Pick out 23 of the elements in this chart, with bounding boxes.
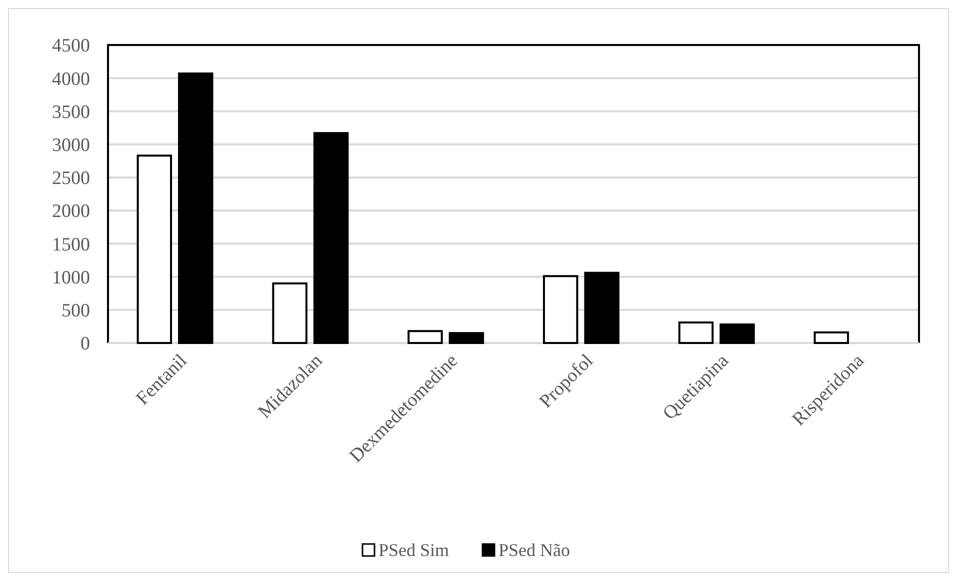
bar bbox=[542, 275, 578, 344]
y-tick-label: 0 bbox=[80, 334, 90, 355]
bar bbox=[178, 72, 214, 344]
y-tick-label: 1000 bbox=[52, 267, 90, 288]
bar bbox=[313, 132, 349, 344]
y-tick-label: 3000 bbox=[52, 134, 90, 156]
bar bbox=[720, 323, 755, 344]
bar bbox=[272, 282, 308, 344]
legend-label: PSed Não bbox=[498, 540, 570, 560]
y-tick-label: 500 bbox=[62, 300, 90, 322]
y-tick-label: 2500 bbox=[52, 168, 90, 190]
bar bbox=[584, 272, 620, 344]
y-tick-label: 4500 bbox=[52, 36, 90, 57]
y-tick-label: 2000 bbox=[52, 201, 90, 222]
bar bbox=[814, 331, 849, 344]
y-tick-label: 4000 bbox=[52, 68, 90, 90]
bar bbox=[136, 154, 172, 344]
legend-label: PSed Sim bbox=[378, 540, 450, 560]
bar bbox=[448, 332, 484, 344]
bar bbox=[408, 330, 443, 344]
y-tick-label: 1500 bbox=[52, 234, 90, 256]
y-tick-label: 3500 bbox=[52, 102, 90, 123]
bar bbox=[678, 321, 714, 344]
